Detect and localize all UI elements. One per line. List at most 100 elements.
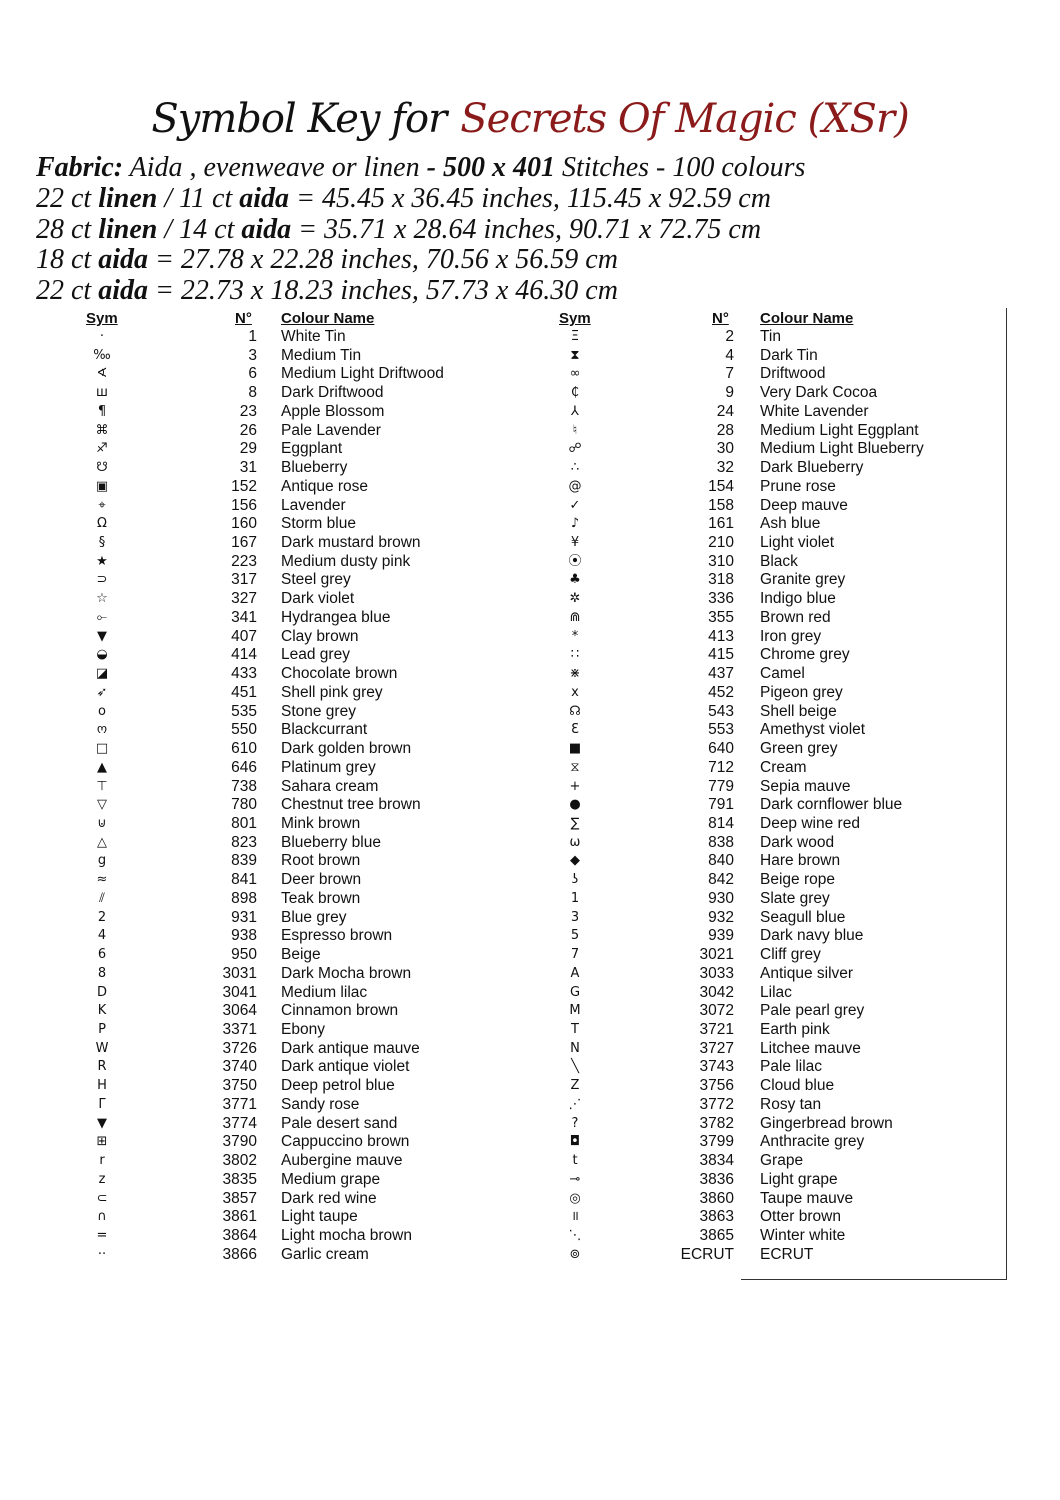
symbol: P <box>98 1022 106 1037</box>
colour-number: 6 <box>248 365 257 383</box>
colour-name: Light taupe <box>281 1208 358 1226</box>
colour-number: 355 <box>708 608 734 626</box>
symbol: Z <box>570 1078 580 1094</box>
colour-name: Sahara cream <box>281 777 379 795</box>
symbol: ‰ <box>93 347 111 363</box>
colour-name: Black <box>760 552 798 570</box>
symbol: △ <box>97 834 107 850</box>
colour-number: 3743 <box>699 1058 734 1076</box>
colour-name: Medium lilac <box>281 983 368 1001</box>
colour-name: Platinum grey <box>281 758 376 776</box>
colour-number: 32 <box>716 459 734 477</box>
colour-number: 7 <box>725 365 734 383</box>
colour-number: 3064 <box>222 1002 257 1020</box>
colour-number: 24 <box>716 402 734 420</box>
symbol: ▼ <box>97 1115 107 1131</box>
size-line-post: = 45.45 x 36.45 inches, 115.45 x 92.59 c… <box>289 182 771 214</box>
colour-number: 839 <box>231 852 257 870</box>
colour-name: Earth pink <box>760 1021 830 1038</box>
symbol: ¥ <box>570 535 580 551</box>
colour-name: Steel grey <box>281 571 351 589</box>
colour-number: 152 <box>231 477 257 495</box>
colour-number: 167 <box>231 534 257 552</box>
symbol: r <box>99 1153 105 1169</box>
symbol: ∴ <box>570 460 580 476</box>
symbol: t <box>572 1153 578 1169</box>
colour-name: Dark violet <box>281 590 355 608</box>
colour-number: 3835 <box>222 1170 257 1188</box>
colour-number: 640 <box>708 740 734 758</box>
colour-name: Otter brown <box>760 1208 841 1226</box>
pattern-name: Secrets Of Magic (XSr) <box>460 96 909 142</box>
colour-number: 317 <box>231 571 257 589</box>
symbol: ● <box>569 797 581 813</box>
table-border-right <box>1006 308 1007 1280</box>
colour-number: 939 <box>708 927 734 945</box>
colour-name: Green grey <box>760 740 838 758</box>
symbol: o <box>98 703 106 719</box>
colour-name: Blue grey <box>281 908 347 926</box>
colour-name: Dark Mocha brown <box>281 964 412 982</box>
symbol: ∞ <box>569 366 581 382</box>
colour-name: Tin <box>760 328 781 345</box>
colour-name: Pale lilac <box>760 1058 823 1076</box>
colour-number: 29 <box>239 440 257 458</box>
colour-name: Seagull blue <box>760 908 846 926</box>
symbol: ⊂ <box>96 1190 108 1206</box>
colour-number: 930 <box>708 889 734 907</box>
symbol: g <box>97 853 107 869</box>
colour-number: 932 <box>708 908 734 926</box>
size-line-pre: 18 ct <box>36 244 99 276</box>
colour-number: 779 <box>708 777 734 795</box>
colour-name: Garlic cream <box>281 1245 369 1263</box>
size-line-b1: aida <box>98 275 148 307</box>
fabric-info: Fabric: Aida , evenweave or linen - 500 … <box>36 152 805 307</box>
symbol: ⊸ <box>569 1171 581 1187</box>
colour-name: Clay brown <box>281 627 359 645</box>
symbol: R <box>97 1059 107 1075</box>
symbol: + <box>569 778 581 794</box>
symbol: ⊚ <box>569 1246 581 1262</box>
colour-number: 341 <box>231 608 257 626</box>
symbol: ⋱ <box>568 1228 582 1244</box>
stitch-count: - 500 x 401 <box>426 152 555 183</box>
header-sym: Sym <box>86 310 118 327</box>
colour-number: 26 <box>239 421 257 439</box>
size-line: 18 ct aida = 27.78 x 22.28 inches, 70.56… <box>36 244 805 276</box>
symbol: ◘ <box>569 1134 581 1150</box>
symbol: ◒ <box>96 647 108 663</box>
colour-name: Sandy rose <box>281 1095 360 1113</box>
colour-number: 840 <box>708 852 734 870</box>
colour-name: Medium Light Driftwood <box>281 365 444 383</box>
symbol: ⌖ <box>98 497 106 513</box>
symbol: Ω <box>97 516 107 532</box>
colour-name: ECRUT <box>760 1245 814 1263</box>
symbol: D <box>96 984 107 1000</box>
symbol: z <box>98 1171 106 1187</box>
symbol: ╲ <box>571 1059 579 1075</box>
symbol: ⊞ <box>96 1134 108 1150</box>
symbol: x <box>571 684 579 700</box>
symbol: Γ <box>98 1096 106 1112</box>
fabric-line: Fabric: Aida , evenweave or linen - 500 … <box>36 152 805 184</box>
table-border-bottom <box>741 1279 1007 1280</box>
colour-name: Dark navy blue <box>760 927 864 945</box>
symbol: ⌘ <box>95 422 109 438</box>
symbol: ▲ <box>97 759 107 775</box>
colour-name: Shell beige <box>760 702 837 720</box>
colour-name: Aubergine mauve <box>281 1152 403 1170</box>
colour-name: Prune rose <box>760 477 836 495</box>
colour-name: Pale pearl grey <box>760 1002 865 1020</box>
colour-name: Camel <box>760 665 805 683</box>
colour-number: 3771 <box>222 1095 257 1113</box>
symbol: K <box>97 1003 107 1019</box>
colour-name: Cappuccino brown <box>281 1133 410 1151</box>
colour-name: Espresso brown <box>281 927 393 945</box>
colour-number: 452 <box>708 683 734 701</box>
colour-number: 327 <box>231 590 257 608</box>
colour-number: 712 <box>708 758 734 776</box>
colour-number: 780 <box>231 796 257 814</box>
symbol: ⋇ <box>569 666 581 682</box>
symbol: ⧗ <box>570 347 580 363</box>
symbol: T <box>571 1022 579 1037</box>
